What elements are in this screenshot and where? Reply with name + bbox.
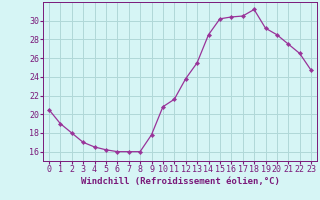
X-axis label: Windchill (Refroidissement éolien,°C): Windchill (Refroidissement éolien,°C): [81, 177, 279, 186]
